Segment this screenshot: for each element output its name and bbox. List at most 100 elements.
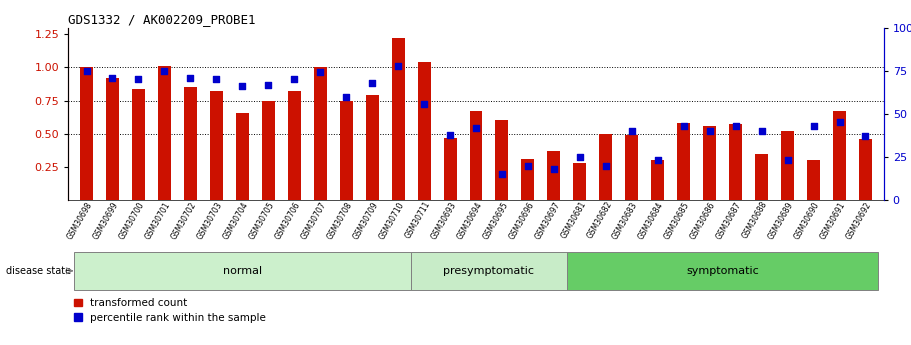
Bar [521,159,535,200]
Bar [132,89,145,200]
Text: GSM30700: GSM30700 [118,200,147,241]
Bar [184,87,197,200]
Bar [807,160,820,200]
Bar [833,111,846,200]
Point [495,171,509,177]
Text: GSM30706: GSM30706 [273,200,302,241]
Bar [573,163,587,200]
Text: GSM30692: GSM30692 [844,200,874,240]
Text: GSM30690: GSM30690 [793,200,822,241]
Bar [340,101,353,200]
Text: GSM30703: GSM30703 [196,200,224,241]
Bar [599,134,612,200]
Point [754,128,769,134]
Text: GSM30705: GSM30705 [248,200,276,241]
Text: GSM30696: GSM30696 [507,200,536,241]
Bar [210,91,223,200]
Point [833,120,847,125]
Point [391,63,405,68]
Text: GSM30710: GSM30710 [377,200,406,240]
Bar [74,252,411,290]
Text: GSM30707: GSM30707 [300,200,328,241]
Point [364,80,379,86]
Bar [567,252,878,290]
Bar [417,62,431,200]
Point [858,134,873,139]
Text: GSM30697: GSM30697 [533,200,562,241]
Text: GSM30684: GSM30684 [637,200,666,240]
Bar [755,154,768,200]
Text: GSM30694: GSM30694 [456,200,484,241]
Bar [625,135,639,200]
Point [443,132,457,137]
Bar [411,252,567,290]
Text: GSM30708: GSM30708 [325,200,354,240]
Bar [313,67,327,200]
Bar [859,139,872,200]
Bar [729,125,742,200]
Point [339,94,353,99]
Bar [106,78,119,200]
Point [702,128,717,134]
Point [157,68,171,73]
Text: GSM30685: GSM30685 [663,200,691,240]
Point [468,125,483,130]
Bar [444,138,456,200]
Bar [469,111,483,200]
Point [79,68,94,73]
Point [625,128,640,134]
Point [287,77,302,82]
Text: GDS1332 / AK002209_PROBE1: GDS1332 / AK002209_PROBE1 [68,13,256,27]
Text: GSM30687: GSM30687 [715,200,743,240]
Point [183,75,198,80]
Bar [236,112,249,200]
Text: normal: normal [222,266,261,276]
Bar [781,131,794,200]
Text: GSM30698: GSM30698 [66,200,95,240]
Text: presymptomatic: presymptomatic [444,266,535,276]
Legend: transformed count, percentile rank within the sample: transformed count, percentile rank withi… [74,298,266,323]
Text: GSM30702: GSM30702 [169,200,199,240]
Point [806,123,821,129]
Bar [703,126,716,200]
Point [131,77,146,82]
Point [573,154,588,160]
Point [235,83,250,89]
Point [677,123,691,129]
Bar [651,160,664,200]
Bar [261,101,275,200]
Text: GSM30709: GSM30709 [352,200,380,241]
Text: GSM30681: GSM30681 [559,200,588,240]
Bar [365,95,379,200]
Bar [80,67,93,200]
Point [781,158,795,163]
Point [209,77,223,82]
Bar [496,120,508,200]
Text: GSM30686: GSM30686 [689,200,718,240]
Bar [158,66,171,200]
Text: GSM30695: GSM30695 [481,200,510,241]
Text: GSM30682: GSM30682 [585,200,614,240]
Bar [677,123,691,200]
Text: GSM30693: GSM30693 [429,200,458,241]
Point [521,163,536,168]
Text: GSM30683: GSM30683 [611,200,640,240]
Text: GSM30704: GSM30704 [221,200,251,241]
Bar [288,91,301,200]
Text: GSM30691: GSM30691 [819,200,847,240]
Text: symptomatic: symptomatic [686,266,759,276]
Text: disease state: disease state [5,266,71,276]
Point [547,166,561,172]
Text: GSM30711: GSM30711 [404,200,432,240]
Point [105,75,119,80]
Text: GSM30689: GSM30689 [767,200,795,240]
Point [416,101,431,106]
Bar [392,38,404,200]
Point [650,158,665,163]
Point [729,123,743,129]
Text: GSM30688: GSM30688 [741,200,770,240]
Text: GSM30699: GSM30699 [92,200,120,241]
Text: GSM30701: GSM30701 [144,200,172,240]
Bar [548,151,560,200]
Point [261,82,275,87]
